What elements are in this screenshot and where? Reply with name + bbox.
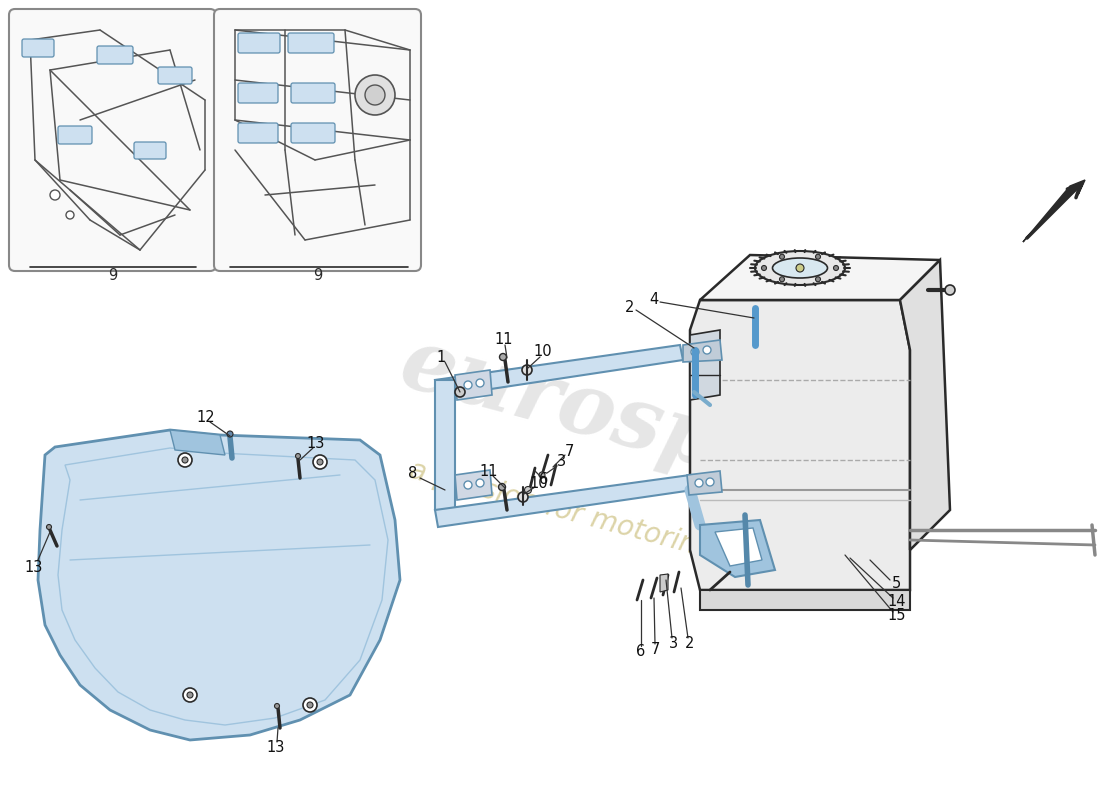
Polygon shape [700,520,776,577]
Circle shape [695,479,703,487]
Circle shape [314,455,327,469]
FancyBboxPatch shape [158,67,192,84]
Circle shape [355,75,395,115]
Text: 9: 9 [109,268,118,283]
Circle shape [499,354,506,361]
Text: 7: 7 [564,443,574,458]
Polygon shape [900,260,950,550]
Circle shape [498,483,506,490]
Circle shape [815,254,821,259]
Polygon shape [170,430,226,455]
Text: 15: 15 [888,607,906,622]
Polygon shape [688,471,722,495]
Circle shape [476,379,484,387]
Polygon shape [700,590,910,610]
Circle shape [365,85,385,105]
Text: 5: 5 [891,575,901,590]
Text: 6: 6 [637,645,646,659]
Text: 3: 3 [670,637,679,651]
Text: 2: 2 [625,299,635,314]
FancyBboxPatch shape [238,83,278,103]
Circle shape [522,365,532,375]
Circle shape [46,525,52,530]
FancyBboxPatch shape [238,33,280,53]
Circle shape [296,454,300,458]
FancyBboxPatch shape [288,33,334,53]
Circle shape [780,254,784,259]
Circle shape [66,211,74,219]
Polygon shape [700,255,940,300]
FancyBboxPatch shape [238,123,278,143]
Polygon shape [1023,180,1085,242]
Circle shape [178,453,192,467]
FancyBboxPatch shape [292,83,336,103]
Text: 12: 12 [197,410,216,426]
Polygon shape [690,300,910,590]
Polygon shape [690,330,721,400]
Text: 13: 13 [307,437,326,451]
Text: 6: 6 [539,473,549,487]
FancyBboxPatch shape [292,123,336,143]
Circle shape [780,277,784,282]
Ellipse shape [772,258,827,278]
Polygon shape [434,475,693,527]
Text: a passion for motoring 1985: a passion for motoring 1985 [406,455,793,585]
Circle shape [183,688,197,702]
Circle shape [50,190,60,200]
FancyBboxPatch shape [214,9,421,271]
Circle shape [815,277,821,282]
FancyBboxPatch shape [9,9,216,271]
Polygon shape [660,574,668,592]
Circle shape [796,264,804,272]
Text: eurospares: eurospares [392,321,928,539]
Text: 4: 4 [649,291,659,306]
Circle shape [464,481,472,489]
Circle shape [945,285,955,295]
Circle shape [518,492,528,502]
Polygon shape [434,380,455,510]
Polygon shape [455,370,492,400]
Circle shape [227,431,233,437]
Text: 1: 1 [437,350,446,365]
Polygon shape [715,528,762,566]
Polygon shape [58,448,388,725]
Circle shape [706,478,714,486]
FancyBboxPatch shape [58,126,92,144]
Text: 13: 13 [267,741,285,755]
Ellipse shape [755,251,845,285]
Text: 8: 8 [408,466,418,482]
Circle shape [525,486,531,494]
FancyBboxPatch shape [134,142,166,159]
Circle shape [761,266,767,270]
Circle shape [834,266,838,270]
Circle shape [691,348,698,356]
Text: 7: 7 [650,642,660,658]
Polygon shape [455,470,492,500]
Circle shape [539,472,544,478]
Text: 2: 2 [685,637,695,651]
Polygon shape [683,340,722,362]
Text: 13: 13 [25,559,43,574]
Circle shape [703,346,711,354]
FancyBboxPatch shape [22,39,54,57]
Text: 10: 10 [534,345,552,359]
Circle shape [302,698,317,712]
Text: 9: 9 [314,268,322,283]
Text: 10: 10 [530,475,548,490]
Circle shape [182,457,188,463]
Polygon shape [434,345,683,397]
Circle shape [275,703,279,709]
Text: 14: 14 [888,594,906,609]
Circle shape [317,459,323,465]
Circle shape [455,387,465,397]
Polygon shape [39,430,400,740]
Circle shape [464,381,472,389]
Circle shape [476,479,484,487]
Text: 3: 3 [557,454,565,470]
Text: 11: 11 [495,331,514,346]
Circle shape [307,702,314,708]
Circle shape [187,692,192,698]
FancyBboxPatch shape [97,46,133,64]
Text: 11: 11 [480,465,498,479]
